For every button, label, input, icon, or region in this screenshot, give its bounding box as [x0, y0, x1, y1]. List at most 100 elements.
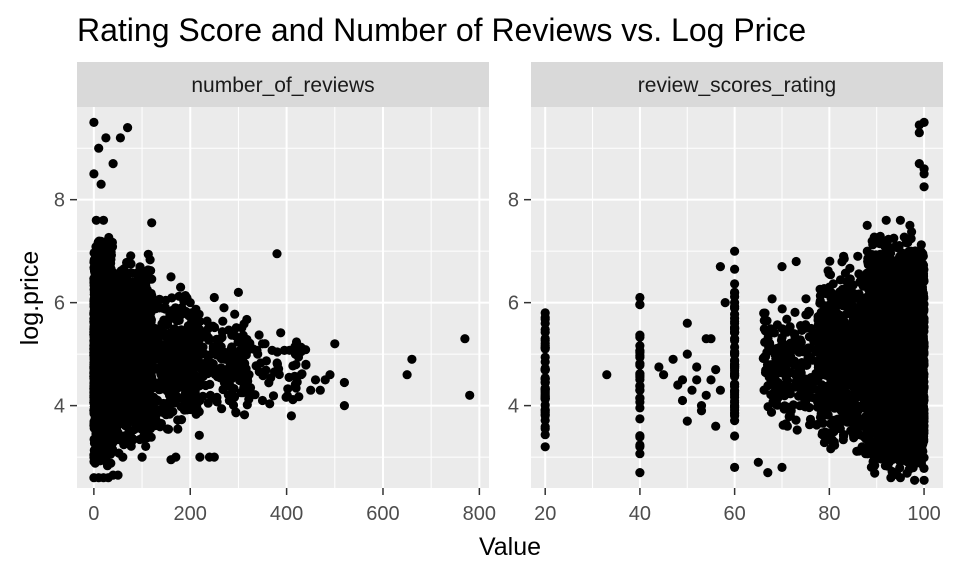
data-point — [229, 384, 239, 394]
data-point — [184, 311, 194, 321]
data-point — [228, 400, 239, 410]
data-point — [91, 373, 102, 383]
data-point — [134, 296, 144, 306]
data-point — [229, 391, 239, 401]
data-point — [194, 430, 204, 440]
data-point — [153, 336, 163, 346]
data-point — [162, 424, 172, 434]
data-point — [100, 319, 110, 329]
data-point — [202, 351, 213, 361]
data-point — [118, 452, 128, 462]
points-review-scores-rating — [540, 117, 929, 485]
facet-strip-label: review_scores_rating — [638, 74, 836, 97]
data-point — [224, 325, 234, 335]
data-point — [212, 397, 222, 407]
data-point — [284, 372, 294, 382]
data-point — [192, 379, 202, 390]
data-point — [89, 117, 99, 127]
data-point — [465, 390, 475, 400]
data-point — [219, 303, 229, 313]
data-point — [142, 302, 153, 312]
data-point — [226, 374, 236, 384]
data-point — [124, 382, 134, 392]
data-point — [239, 383, 249, 393]
data-point — [140, 369, 151, 379]
data-point — [108, 374, 118, 384]
data-point — [171, 355, 181, 365]
data-point — [111, 348, 121, 358]
data-point — [115, 272, 125, 282]
data-point — [117, 371, 127, 381]
data-point — [154, 385, 164, 395]
data-point — [122, 273, 132, 283]
data-point — [296, 370, 306, 380]
x-tick-label: 200 — [174, 503, 207, 525]
data-point — [114, 293, 124, 303]
data-point — [155, 344, 165, 354]
data-point — [288, 361, 298, 371]
data-point — [90, 436, 100, 446]
data-point — [301, 359, 311, 369]
data-point — [109, 391, 119, 401]
data-point — [256, 358, 266, 368]
data-point — [201, 329, 211, 339]
data-point — [220, 347, 230, 358]
data-point — [112, 421, 122, 432]
data-point — [102, 305, 112, 315]
data-point — [113, 470, 123, 480]
data-point — [460, 334, 470, 344]
data-point — [122, 257, 132, 268]
data-point — [98, 215, 109, 225]
data-point — [96, 179, 106, 189]
data-point — [153, 405, 163, 415]
data-point — [230, 309, 240, 319]
data-point — [120, 355, 130, 365]
data-point — [147, 274, 157, 284]
data-point — [137, 285, 147, 295]
data-point — [112, 365, 122, 375]
data-point — [115, 133, 125, 143]
data-point — [895, 463, 905, 473]
data-point — [109, 400, 119, 410]
data-point — [315, 385, 325, 395]
data-point — [151, 354, 161, 364]
data-point — [254, 367, 264, 377]
data-point — [96, 236, 106, 246]
data-point — [402, 370, 412, 380]
data-point — [291, 383, 301, 393]
data-point — [154, 301, 164, 312]
data-point — [339, 377, 349, 388]
data-point — [266, 373, 276, 383]
data-point — [135, 270, 145, 280]
data-point — [170, 388, 180, 398]
data-point — [185, 331, 195, 341]
data-point — [137, 388, 147, 398]
data-point — [257, 395, 268, 406]
data-point — [204, 360, 214, 370]
data-point — [203, 398, 213, 408]
data-point — [124, 367, 134, 377]
data-point — [105, 436, 115, 446]
data-point — [294, 392, 304, 402]
data-point — [115, 380, 125, 390]
data-point — [92, 333, 102, 344]
data-point — [102, 424, 113, 434]
data-point — [165, 310, 175, 320]
data-point — [240, 358, 250, 369]
data-point — [168, 407, 178, 417]
data-point — [89, 273, 99, 284]
data-point — [123, 435, 133, 445]
data-point — [339, 401, 349, 411]
data-point — [209, 292, 219, 303]
data-point — [109, 311, 119, 321]
data-point — [274, 369, 284, 380]
data-point — [104, 232, 114, 243]
data-point — [217, 404, 227, 414]
data-point — [109, 406, 119, 417]
points-number-of-reviews — [89, 117, 475, 483]
data-point — [133, 360, 143, 371]
data-point — [231, 408, 241, 418]
data-point — [120, 305, 131, 315]
data-point — [250, 390, 260, 400]
